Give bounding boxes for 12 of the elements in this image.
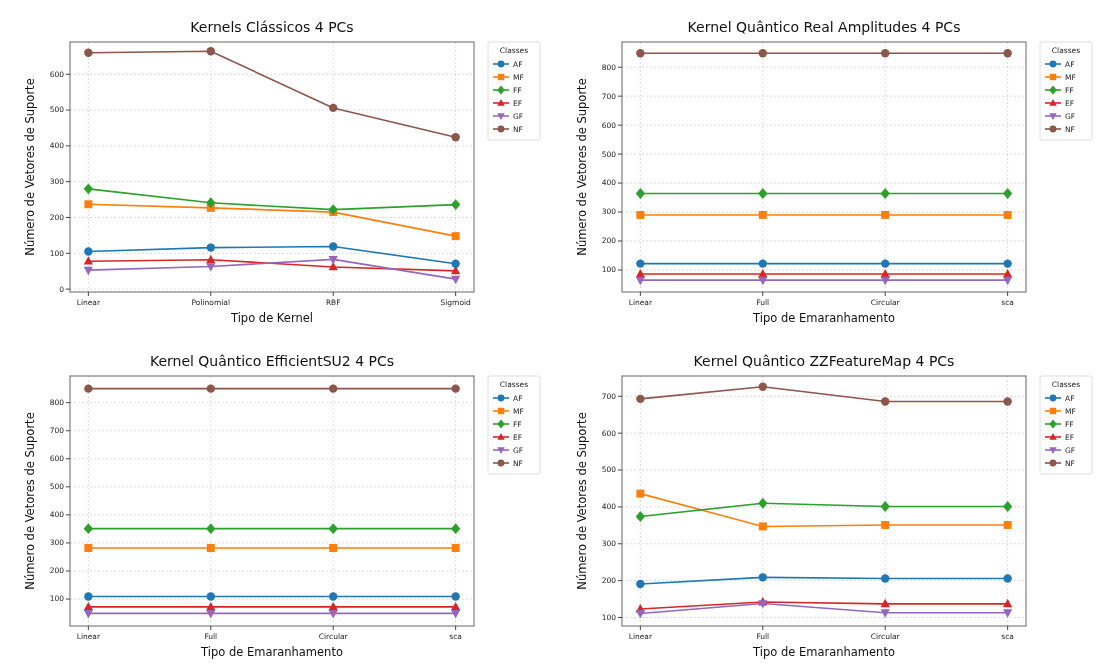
chart-title: Kernel Quântico EfficientSU2 4 PCs xyxy=(149,353,395,369)
x-axis-title: Tipo de Kernel xyxy=(229,311,314,325)
x-axis-title: Tipo de Emaranhamento xyxy=(752,645,895,659)
chart-title: Kernels Clássicos 4 PCs xyxy=(190,19,354,35)
y-axis-title: Número de Vetores de Suporte xyxy=(575,78,589,256)
x-axis-title: Tipo de Emaranhamento xyxy=(200,645,343,659)
chart-title: Kernel Quântico ZZFeatureMap 4 PCs xyxy=(693,353,955,369)
y-axis-title: Número de Vetores de Suporte xyxy=(23,412,37,590)
y-axis-title: Número de Vetores de Suporte xyxy=(23,78,37,256)
chart-title: Kernel Quântico Real Amplitudes 4 PCs xyxy=(687,19,961,35)
x-axis-title: Tipo de Emaranhamento xyxy=(752,311,895,325)
y-axis-title: Número de Vetores de Suporte xyxy=(575,412,589,590)
